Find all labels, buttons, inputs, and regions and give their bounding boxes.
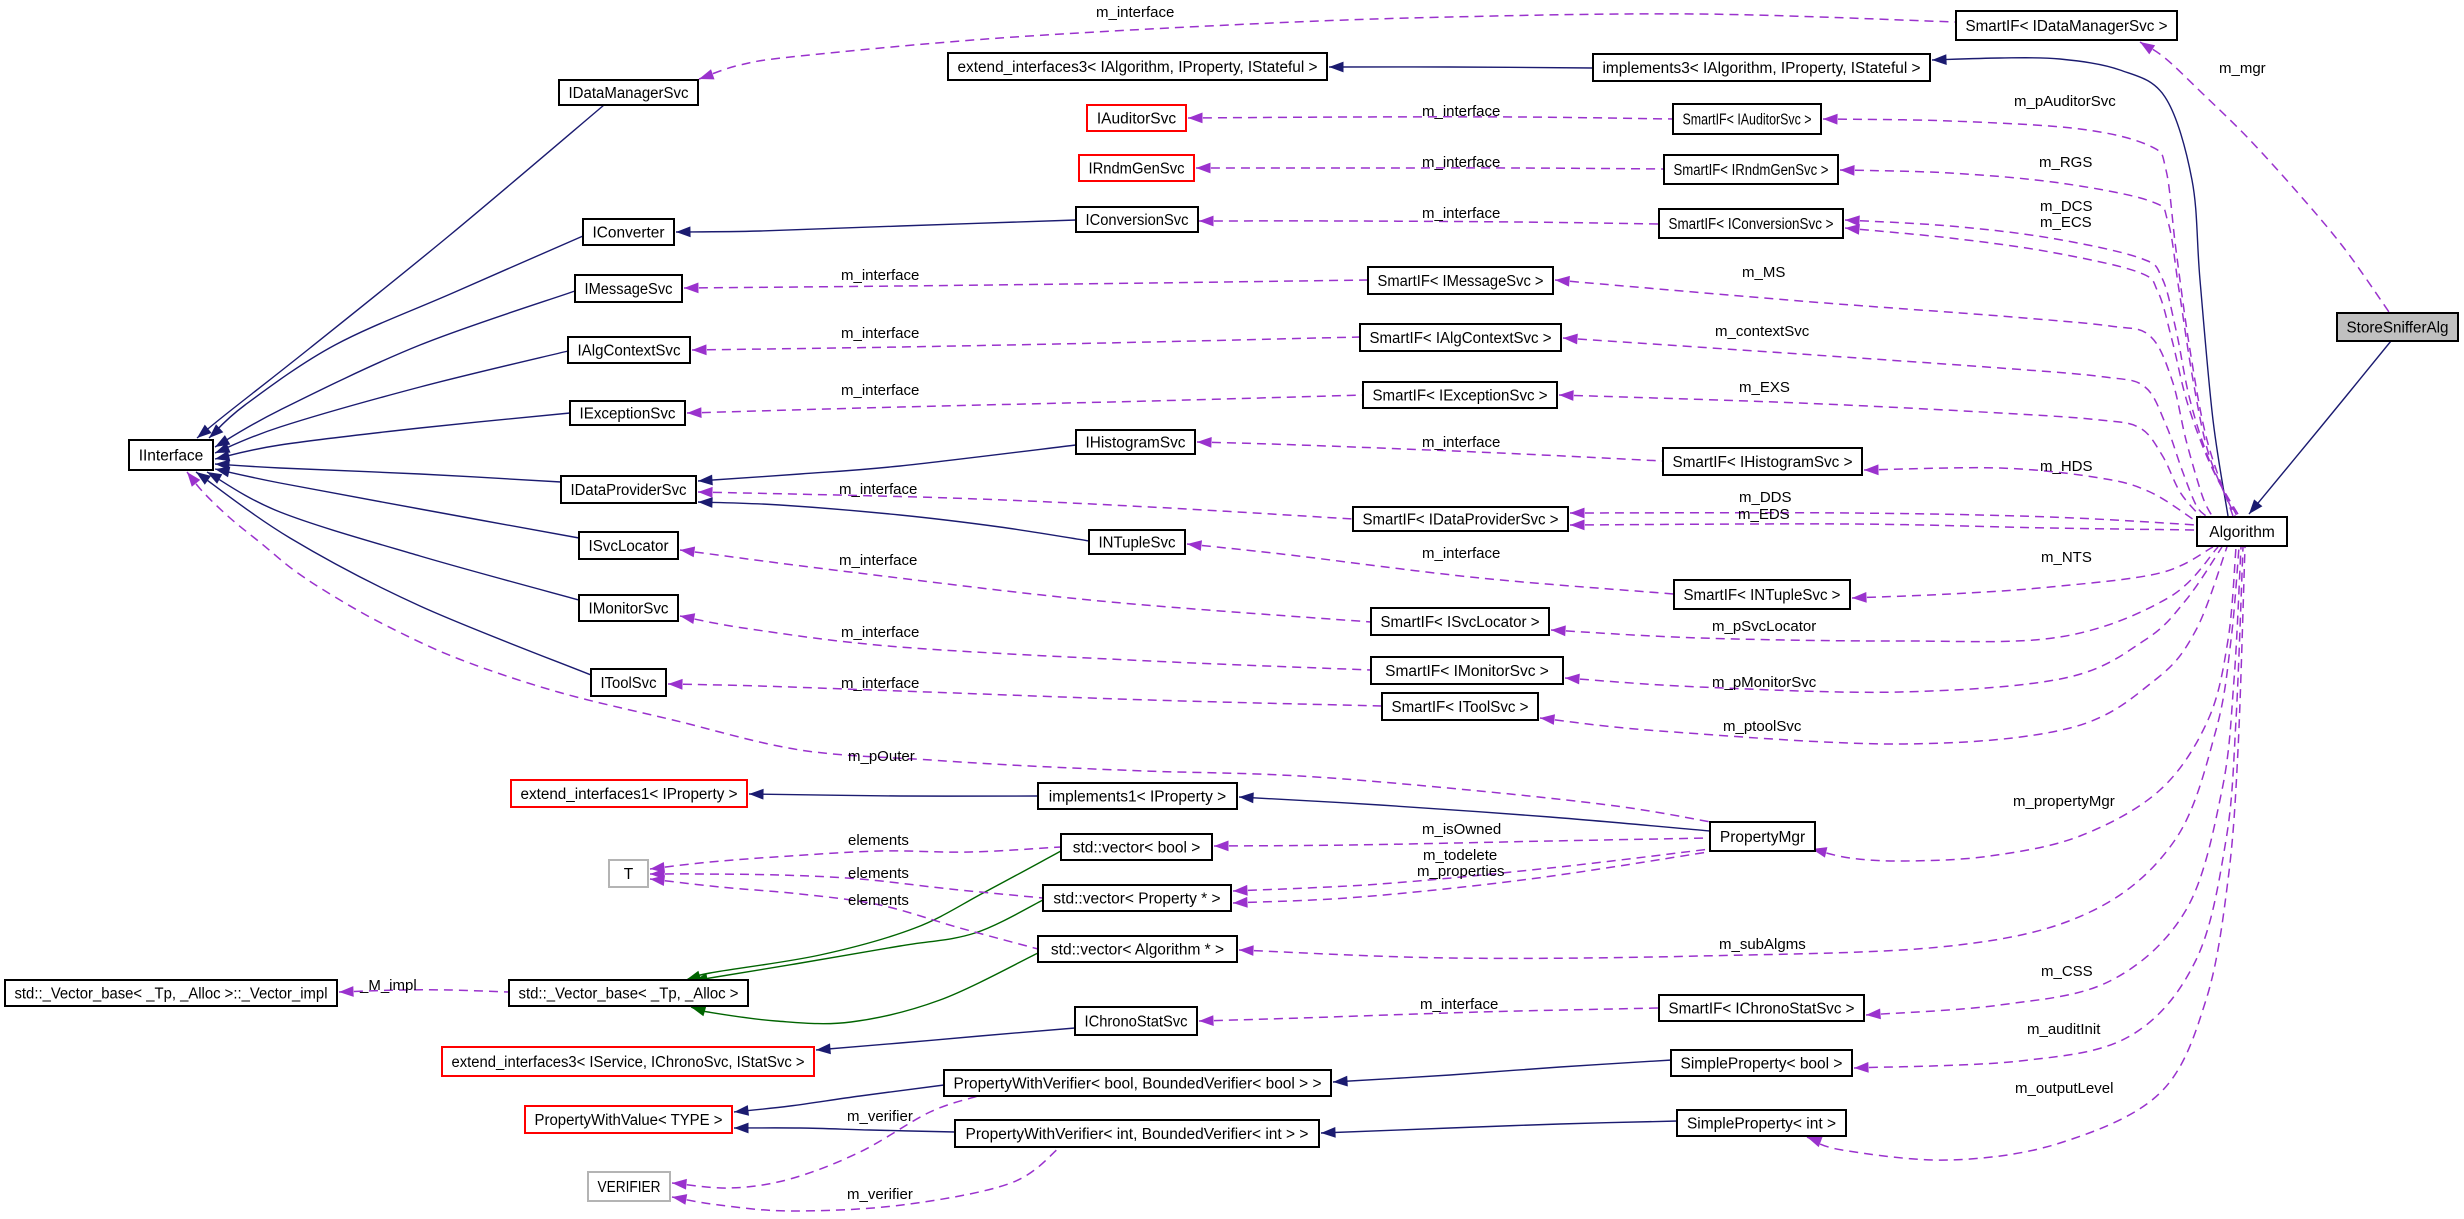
svg-text:SimpleProperty< int >: SimpleProperty< int > <box>1687 1116 1836 1133</box>
svg-text:m_verifier: m_verifier <box>847 1108 913 1125</box>
svg-text:SmartIF< IAuditorSvc >: SmartIF< IAuditorSvc > <box>1683 112 1812 129</box>
svg-text:m_outputLevel: m_outputLevel <box>2015 1080 2113 1097</box>
svg-text:SmartIF< IRndmGenSvc >: SmartIF< IRndmGenSvc > <box>1674 162 1829 179</box>
svg-text:m_interface: m_interface <box>1096 4 1174 21</box>
svg-text:T: T <box>624 866 634 883</box>
svg-text:m_pAuditorSvc: m_pAuditorSvc <box>2014 93 2116 110</box>
svg-text:m_interface: m_interface <box>1420 996 1498 1013</box>
svg-text:m_interface: m_interface <box>839 481 917 498</box>
svg-text:m_propertyMgr: m_propertyMgr <box>2013 793 2115 810</box>
svg-text:SmartIF< IToolSvc >: SmartIF< IToolSvc > <box>1392 699 1529 716</box>
svg-text:m_RGS: m_RGS <box>2039 154 2092 171</box>
svg-text:m_ECS: m_ECS <box>2040 214 2092 231</box>
svg-text:m_mgr: m_mgr <box>2219 60 2266 77</box>
svg-text:SmartIF< INTupleSvc >: SmartIF< INTupleSvc > <box>1684 587 1841 604</box>
svg-text:m_contextSvc: m_contextSvc <box>1715 323 1810 340</box>
svg-text:IToolSvc: IToolSvc <box>601 675 657 692</box>
svg-text:PropertyMgr: PropertyMgr <box>1720 829 1805 846</box>
svg-text:SmartIF< IConversionSvc >: SmartIF< IConversionSvc > <box>1669 216 1834 233</box>
svg-text:m_HDS: m_HDS <box>2040 458 2093 475</box>
svg-text:StoreSnifferAlg: StoreSnifferAlg <box>2347 320 2449 337</box>
svg-text:std::vector< Algorithm * >: std::vector< Algorithm * > <box>1051 942 1224 959</box>
svg-text:elements: elements <box>848 865 909 882</box>
svg-text:m_subAlgms: m_subAlgms <box>1719 936 1806 953</box>
svg-text:m_DDS: m_DDS <box>1739 489 1792 506</box>
svg-text:m_interface: m_interface <box>841 624 919 641</box>
svg-text:std::_Vector_base< _Tp, _Alloc: std::_Vector_base< _Tp, _Alloc >::_Vecto… <box>15 986 328 1003</box>
svg-text:SmartIF< IChronoStatSvc >: SmartIF< IChronoStatSvc > <box>1669 1001 1855 1018</box>
svg-text:PropertyWithVerifier< int, Bou: PropertyWithVerifier< int, BoundedVerifi… <box>966 1126 1309 1143</box>
svg-text:m_NTS: m_NTS <box>2041 549 2092 566</box>
svg-text:IConverter: IConverter <box>593 225 665 242</box>
svg-text:m_interface: m_interface <box>1422 154 1500 171</box>
svg-text:_M_impl: _M_impl <box>359 977 417 994</box>
svg-text:IConversionSvc: IConversionSvc <box>1086 212 1189 229</box>
svg-text:SmartIF< ISvcLocator >: SmartIF< ISvcLocator > <box>1381 614 1540 631</box>
svg-text:m_CSS: m_CSS <box>2041 963 2093 980</box>
svg-text:m_ptoolSvc: m_ptoolSvc <box>1723 718 1802 735</box>
svg-text:std::_Vector_base< _Tp, _Alloc: std::_Vector_base< _Tp, _Alloc > <box>519 986 739 1003</box>
svg-text:elements: elements <box>848 832 909 849</box>
svg-text:PropertyWithVerifier< bool, Bo: PropertyWithVerifier< bool, BoundedVerif… <box>954 1076 1322 1093</box>
svg-text:std::vector< bool >: std::vector< bool > <box>1073 840 1201 857</box>
svg-text:m_isOwned: m_isOwned <box>1422 821 1501 838</box>
svg-text:m_properties: m_properties <box>1417 863 1505 880</box>
svg-text:m_verifier: m_verifier <box>847 1186 913 1203</box>
svg-text:m_interface: m_interface <box>841 382 919 399</box>
svg-text:m_MS: m_MS <box>1742 264 1785 281</box>
svg-text:PropertyWithValue< TYPE >: PropertyWithValue< TYPE > <box>535 1112 723 1129</box>
svg-text:implements3< IAlgorithm, IProp: implements3< IAlgorithm, IProperty, ISta… <box>1603 60 1921 77</box>
svg-text:m_interface: m_interface <box>1422 205 1500 222</box>
svg-text:ISvcLocator: ISvcLocator <box>589 538 669 555</box>
svg-text:IMessageSvc: IMessageSvc <box>585 281 673 298</box>
svg-text:IRndmGenSvc: IRndmGenSvc <box>1089 161 1185 178</box>
svg-text:SmartIF< IDataManagerSvc >: SmartIF< IDataManagerSvc > <box>1966 18 2168 35</box>
svg-text:m_interface: m_interface <box>1422 545 1500 562</box>
svg-text:IDataProviderSvc: IDataProviderSvc <box>571 482 687 499</box>
svg-text:m_todelete: m_todelete <box>1423 847 1497 864</box>
svg-text:m_EXS: m_EXS <box>1739 379 1790 396</box>
svg-text:m_interface: m_interface <box>841 267 919 284</box>
svg-text:implements1< IProperty >: implements1< IProperty > <box>1049 789 1226 806</box>
svg-text:m_pMonitorSvc: m_pMonitorSvc <box>1712 674 1817 691</box>
svg-text:extend_interfaces1< IProperty: extend_interfaces1< IProperty > <box>521 786 738 803</box>
svg-text:m_DCS: m_DCS <box>2040 198 2093 215</box>
svg-text:SmartIF< IMessageSvc >: SmartIF< IMessageSvc > <box>1378 273 1544 290</box>
svg-text:std::vector< Property * >: std::vector< Property * > <box>1053 891 1220 908</box>
svg-text:m_interface: m_interface <box>839 552 917 569</box>
svg-text:IDataManagerSvc: IDataManagerSvc <box>569 85 689 102</box>
svg-text:IExceptionSvc: IExceptionSvc <box>580 406 676 423</box>
svg-text:SmartIF< IDataProviderSvc >: SmartIF< IDataProviderSvc > <box>1363 512 1559 529</box>
svg-text:SimpleProperty< bool >: SimpleProperty< bool > <box>1681 1056 1843 1073</box>
svg-text:IAuditorSvc: IAuditorSvc <box>1097 111 1177 128</box>
svg-text:m_auditInit: m_auditInit <box>2027 1021 2101 1038</box>
svg-text:m_interface: m_interface <box>1422 434 1500 451</box>
svg-text:m_EDS: m_EDS <box>1738 506 1790 523</box>
svg-text:m_interface: m_interface <box>1422 103 1500 120</box>
svg-text:IMonitorSvc: IMonitorSvc <box>589 601 669 618</box>
svg-text:IInterface: IInterface <box>139 448 204 465</box>
svg-text:Algorithm: Algorithm <box>2209 524 2274 541</box>
svg-text:extend_interfaces3< IService,: extend_interfaces3< IService, IChronoSvc… <box>452 1054 805 1071</box>
svg-text:m_pSvcLocator: m_pSvcLocator <box>1712 618 1816 635</box>
svg-text:extend_interfaces3< IAlgorithm: extend_interfaces3< IAlgorithm, IPropert… <box>958 59 1318 76</box>
svg-text:IHistogramSvc: IHistogramSvc <box>1086 435 1186 452</box>
svg-text:m_pOuter: m_pOuter <box>848 748 915 765</box>
svg-text:m_interface: m_interface <box>841 675 919 692</box>
svg-text:SmartIF< IAlgContextSvc >: SmartIF< IAlgContextSvc > <box>1370 330 1552 347</box>
svg-text:IChronoStatSvc: IChronoStatSvc <box>1085 1014 1188 1031</box>
svg-text:SmartIF< IHistogramSvc >: SmartIF< IHistogramSvc > <box>1673 454 1853 471</box>
svg-text:INTupleSvc: INTupleSvc <box>1099 535 1176 552</box>
svg-text:IAlgContextSvc: IAlgContextSvc <box>578 343 681 360</box>
svg-text:VERIFIER: VERIFIER <box>598 1179 661 1196</box>
svg-text:elements: elements <box>848 892 909 909</box>
svg-text:SmartIF< IExceptionSvc >: SmartIF< IExceptionSvc > <box>1373 388 1548 405</box>
svg-text:m_interface: m_interface <box>841 325 919 342</box>
svg-text:SmartIF< IMonitorSvc >: SmartIF< IMonitorSvc > <box>1385 663 1549 680</box>
